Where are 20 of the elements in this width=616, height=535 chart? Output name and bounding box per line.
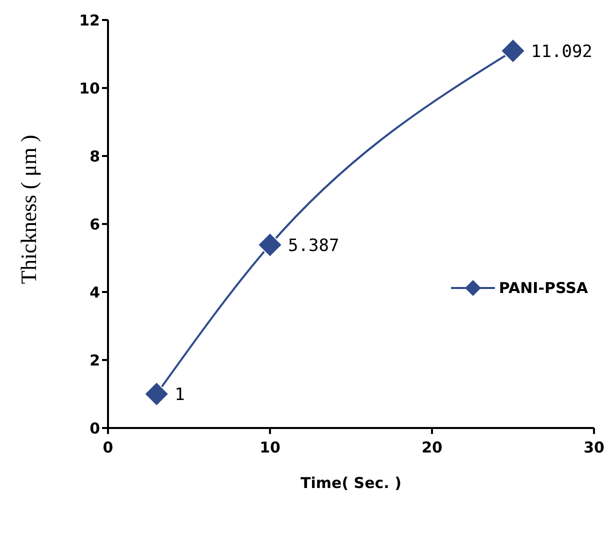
x-tick-label: 20: [422, 438, 442, 457]
y-tick-label: 6: [90, 215, 100, 234]
x-tick-label: 10: [260, 438, 280, 457]
x-tick-label: 30: [584, 438, 604, 457]
x-axis-title: Time( Sec. ): [300, 474, 402, 492]
y-tick-label: 12: [79, 11, 100, 30]
data-label: 11.092: [531, 42, 592, 62]
legend-label: PANI-PSSA: [498, 279, 588, 297]
y-tick-label: 10: [79, 79, 100, 98]
point: [258, 232, 282, 258]
y-tick-label: 2: [90, 351, 100, 370]
point: [500, 38, 526, 64]
y-axis-title: Thickness ( μm ): [16, 134, 41, 284]
y-tick-label: 4: [90, 283, 100, 302]
point: [144, 382, 170, 406]
data-label: 1: [174, 385, 185, 406]
y-tick-label: 8: [90, 147, 100, 166]
y-tick-label: 0: [90, 419, 100, 438]
data-label: 5.387: [288, 236, 340, 256]
x-tick-label: 0: [102, 438, 114, 457]
